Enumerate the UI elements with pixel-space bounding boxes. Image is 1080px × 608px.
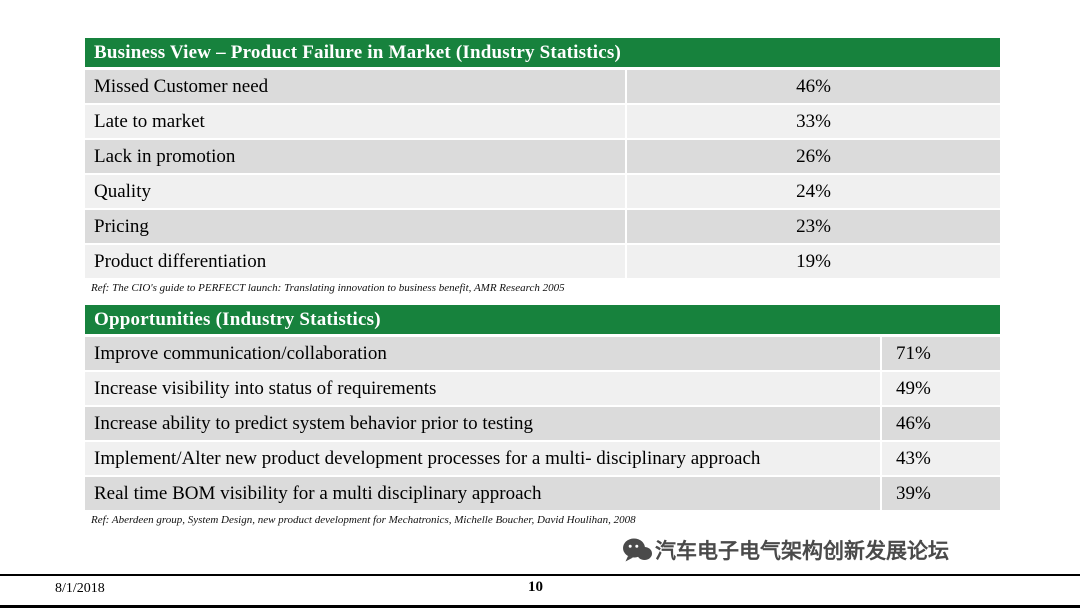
row-value: 39% <box>882 477 1000 510</box>
wechat-logo-icon <box>622 537 652 563</box>
row-value: 71% <box>882 337 1000 370</box>
watermark-text: 汽车电子电气架构创新发展论坛 <box>655 539 949 563</box>
table-row: Late to market 33% <box>85 105 1000 138</box>
table-row: Increase ability to predict system behav… <box>85 407 1000 440</box>
failure-statistics-table: Business View – Product Failure in Marke… <box>85 38 1000 294</box>
row-label: Quality <box>85 175 625 208</box>
row-value: 33% <box>627 105 1000 138</box>
row-label: Pricing <box>85 210 625 243</box>
row-label: Increase visibility into status of requi… <box>85 372 880 405</box>
row-label: Implement/Alter new product development … <box>85 442 880 475</box>
row-value: 23% <box>627 210 1000 243</box>
table-row: Missed Customer need 46% <box>85 70 1000 103</box>
table-row: Implement/Alter new product development … <box>85 442 1000 475</box>
table-row: Product differentiation 19% <box>85 245 1000 278</box>
row-value: 43% <box>882 442 1000 475</box>
row-label: Lack in promotion <box>85 140 625 173</box>
table-row: Real time BOM visibility for a multi dis… <box>85 477 1000 510</box>
row-label: Real time BOM visibility for a multi dis… <box>85 477 880 510</box>
table-row: Lack in promotion 26% <box>85 140 1000 173</box>
reference-note: Ref: Aberdeen group, System Design, new … <box>91 514 636 526</box>
row-value: 49% <box>882 372 1000 405</box>
row-value: 46% <box>627 70 1000 103</box>
table-row: Improve communication/collaboration 71% <box>85 337 1000 370</box>
row-value: 19% <box>627 245 1000 278</box>
row-label: Product differentiation <box>85 245 625 278</box>
opportunities-table-title: Opportunities (Industry Statistics) <box>85 305 1000 334</box>
slide-bottom-border <box>0 605 1080 608</box>
failure-table-title: Business View – Product Failure in Marke… <box>85 38 1000 67</box>
opportunities-table: Opportunities (Industry Statistics) Impr… <box>85 305 1000 526</box>
row-label: Late to market <box>85 105 625 138</box>
row-label: Missed Customer need <box>85 70 625 103</box>
table-row: Pricing 23% <box>85 210 1000 243</box>
page-number: 10 <box>528 579 543 595</box>
footer-divider <box>0 574 1080 576</box>
row-value: 46% <box>882 407 1000 440</box>
row-value: 26% <box>627 140 1000 173</box>
row-value: 24% <box>627 175 1000 208</box>
table-row: Quality 24% <box>85 175 1000 208</box>
table-row: Increase visibility into status of requi… <box>85 372 1000 405</box>
watermark: 汽车电子电气架构创新发展论坛 <box>622 535 949 565</box>
row-label: Improve communication/collaboration <box>85 337 880 370</box>
reference-note: Ref: The CIO's guide to PERFECT launch: … <box>91 282 565 294</box>
row-label: Increase ability to predict system behav… <box>85 407 880 440</box>
slide-date: 8/1/2018 <box>55 581 105 596</box>
